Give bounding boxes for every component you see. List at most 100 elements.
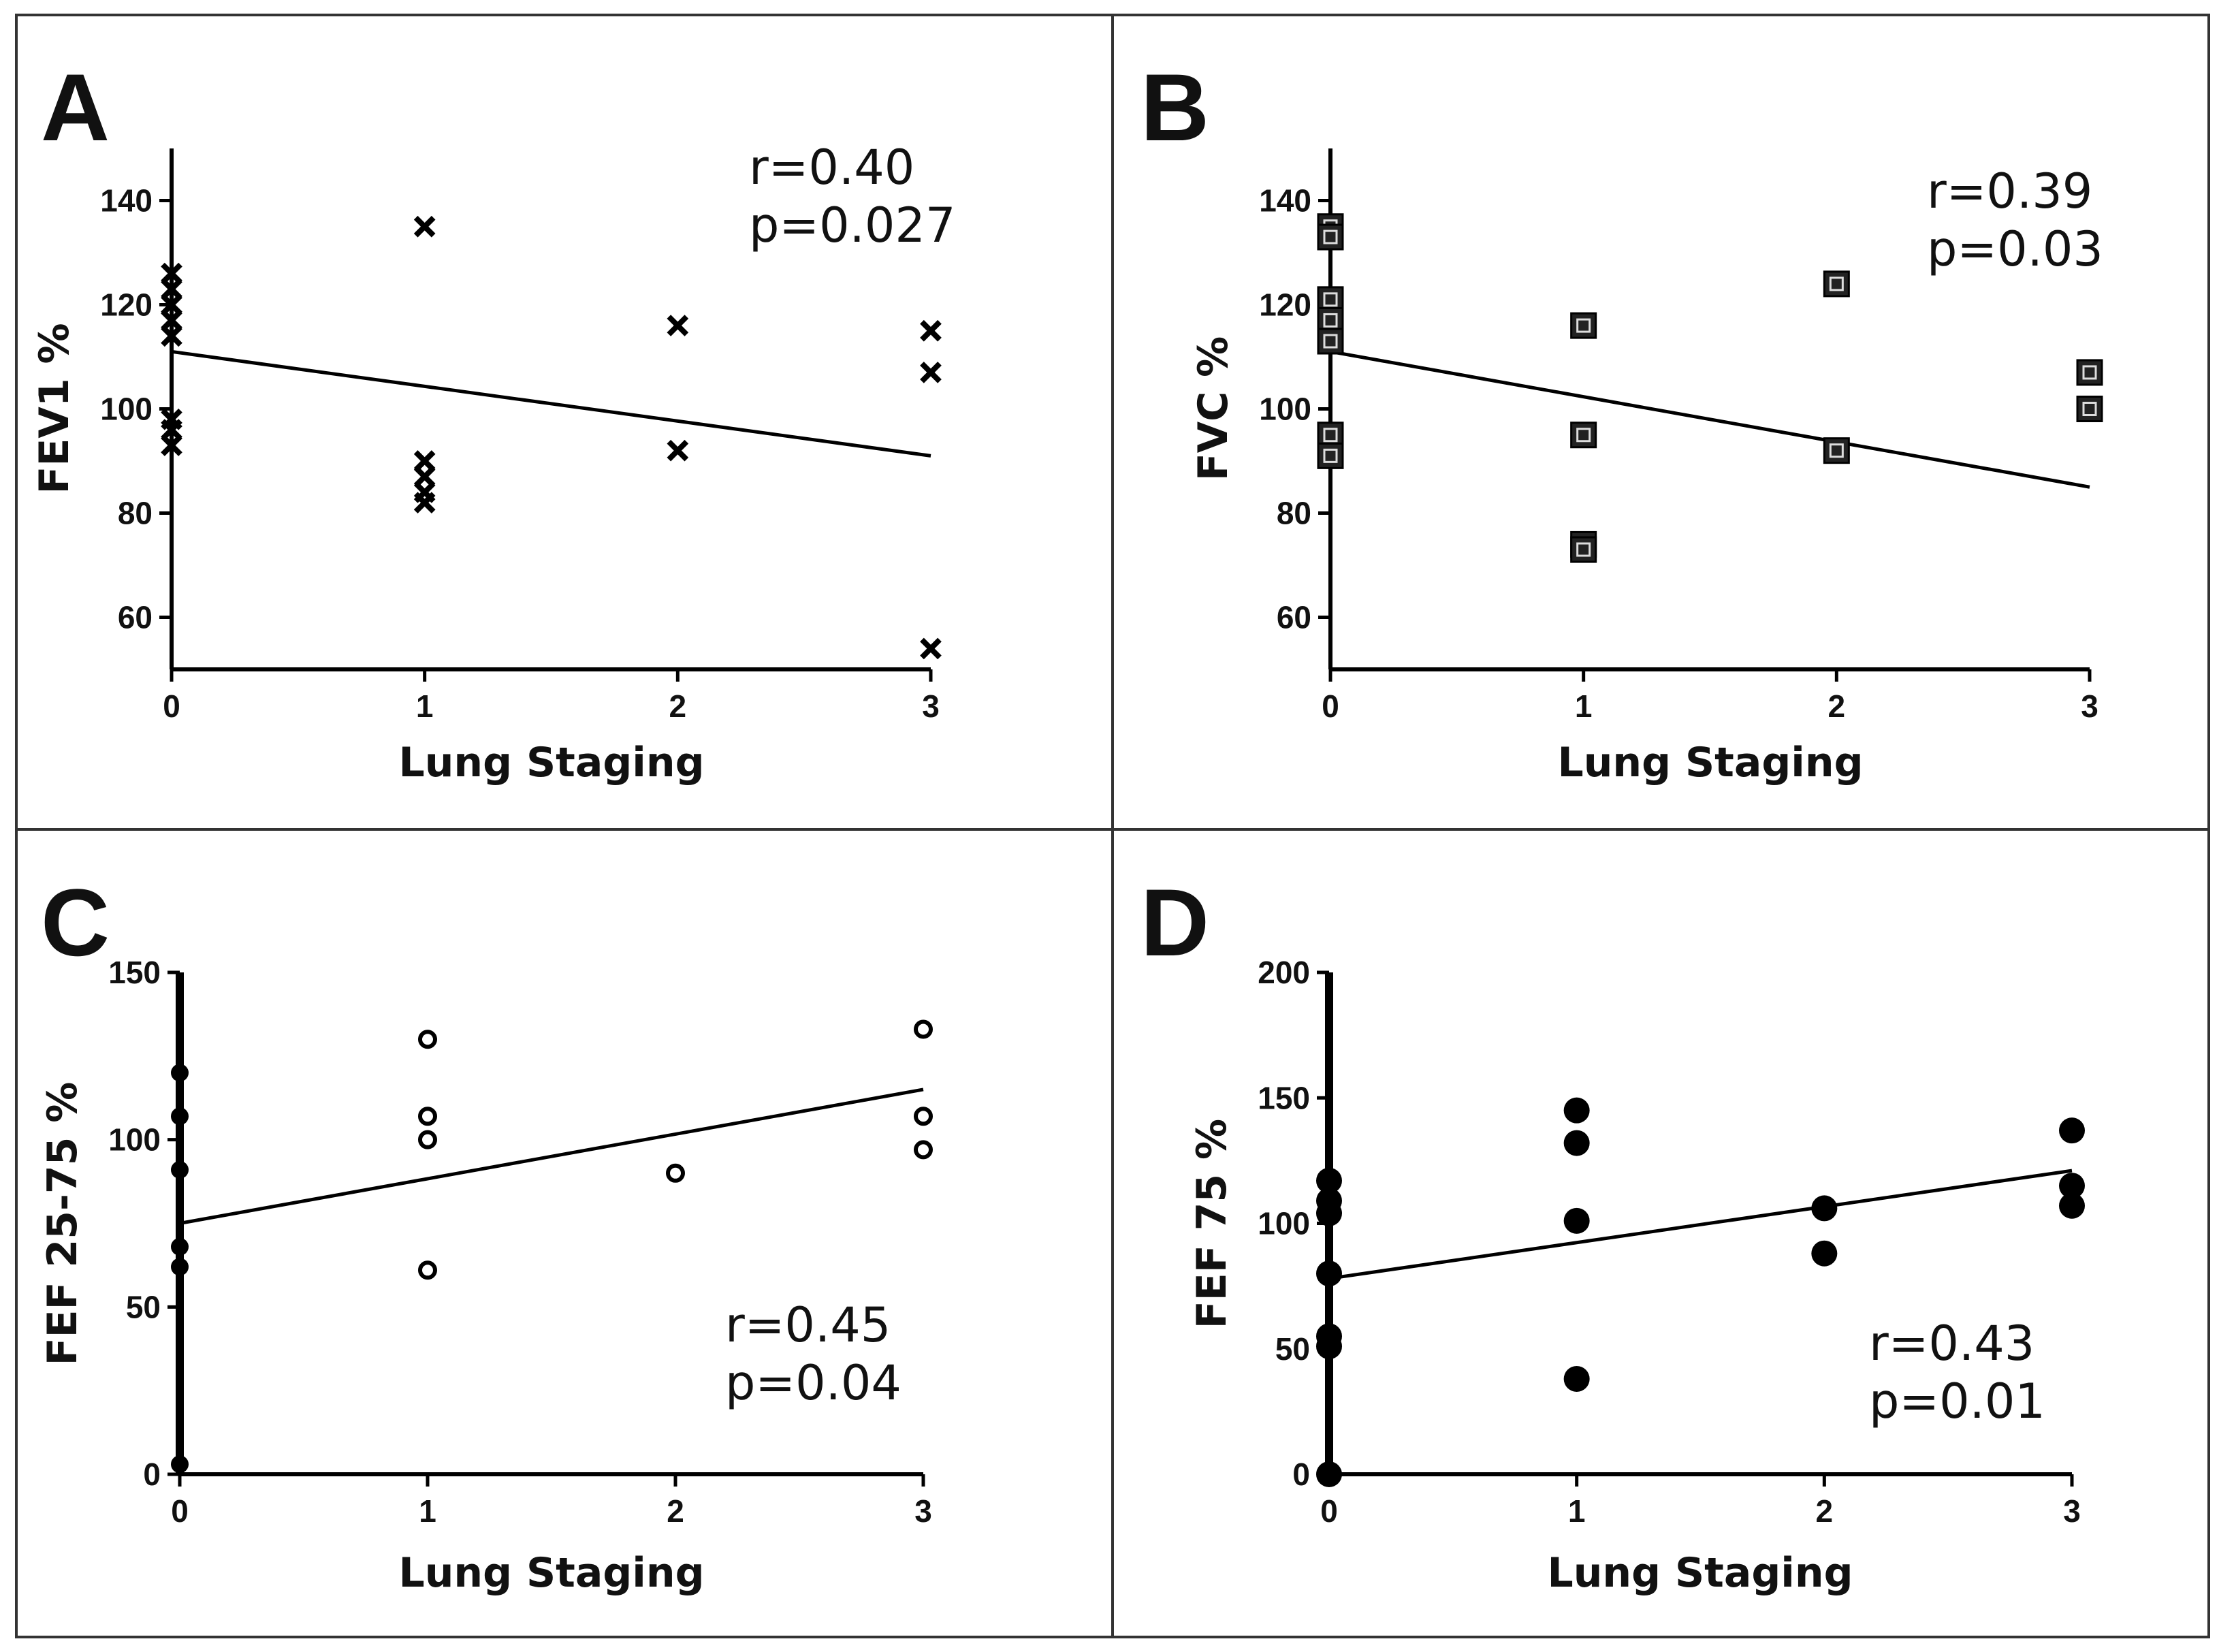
data-point-x-stroke [920, 637, 942, 660]
data-point-square-inner [1323, 292, 1338, 307]
x-tick-label: 0 [163, 688, 180, 724]
data-point-circle [171, 1258, 189, 1276]
data-point-filled-circle [2059, 1117, 2085, 1144]
y-tick-label: 120 [100, 287, 153, 323]
data-point-square-inner [1323, 448, 1338, 463]
data-point-square-inner [1323, 428, 1338, 443]
data-point-filled-circle [1563, 1130, 1590, 1156]
data-point-square-outer [1823, 437, 1850, 464]
y-tick-label: 60 [118, 600, 153, 635]
data-point-square [1570, 312, 1597, 339]
data-point-open-circle [914, 1019, 933, 1039]
x-tick-label: 3 [922, 688, 940, 724]
data-point-square [1317, 328, 1344, 355]
panel-a: A 60 80 100 120 140 0 1 2 3 Lung Staging FEV1 % r=0.… [31, 54, 955, 787]
data-point-x [920, 637, 942, 660]
data-point-circle [171, 1064, 189, 1082]
data-point-square-inner [1323, 229, 1338, 244]
y-tick-label: 100 [1258, 1206, 1310, 1241]
data-point-x-stroke [161, 325, 182, 347]
data-point-square-inner [1829, 443, 1844, 458]
y-tick-label: 120 [1259, 287, 1311, 323]
x-tick-label: 0 [1320, 1493, 1338, 1529]
x-axis-label: Lung Staging [1557, 739, 1863, 787]
y-tick-label: 200 [1258, 955, 1310, 990]
x-tick-label: 1 [416, 688, 434, 724]
data-point-x [161, 434, 182, 456]
r-value: r=0.39 [1927, 163, 2092, 219]
data-point-x-stroke [667, 315, 689, 336]
r-value: r=0.45 [725, 1297, 891, 1353]
p-value: p=0.04 [725, 1355, 901, 1411]
y-tick-label: 80 [118, 496, 153, 531]
y-tick-label: 60 [1277, 600, 1311, 635]
x-tick-label: 1 [1575, 688, 1593, 724]
y-tick-label: 0 [1292, 1457, 1310, 1492]
regression-line [179, 1087, 924, 1225]
data-point-square-outer [1570, 312, 1597, 339]
data-point-filled-circle [1316, 1167, 1342, 1194]
data-point-x [413, 215, 436, 238]
x-axis-label: Lung Staging [398, 1549, 704, 1597]
data-point-square [1317, 442, 1344, 469]
data-point-x-stroke [161, 434, 182, 456]
data-point-filled-circle [1316, 1461, 1342, 1487]
y-tick-label: 150 [1258, 1080, 1310, 1115]
y-tick-label: 100 [108, 1122, 161, 1158]
data-point-x-stroke [413, 492, 436, 514]
x-tick-label: 2 [669, 688, 687, 724]
panel-b: B 60 80 100 120 140 0 1 2 3 Lung Staging FVC % r=0.3… [1140, 54, 2103, 787]
data-point-filled-circle [2059, 1192, 2085, 1219]
data-point-filled-circle [1811, 1195, 1838, 1222]
data-point-circle [171, 1160, 189, 1179]
panel-label: A [41, 54, 110, 161]
panel-label: D [1140, 869, 1209, 976]
p-value: p=0.03 [1927, 221, 2103, 277]
data-point-x-stroke [667, 439, 689, 462]
data-point-circle [171, 1455, 189, 1474]
data-point-filled-circle [1316, 1333, 1342, 1360]
data-point-open-circle [914, 1140, 933, 1160]
data-point-square-outer [1570, 536, 1597, 563]
y-tick-label: 100 [100, 392, 153, 427]
data-point-x-stroke [920, 362, 942, 383]
y-tick-label: 0 [143, 1457, 161, 1492]
data-point-square [1570, 422, 1597, 449]
regression-line [171, 349, 931, 458]
data-point-x [161, 325, 182, 347]
regression-line [1330, 349, 2090, 489]
y-tick-label: 50 [1275, 1331, 1310, 1367]
data-point-square-inner [2082, 402, 2097, 416]
data-point-filled-circle [1563, 1097, 1590, 1124]
regression-line [1328, 1169, 2073, 1281]
x-tick-label: 2 [667, 1493, 684, 1529]
panel-d: D 0 50 100 150 200 0 1 2 3 Lung Staging FEF 75 % r=0… [1140, 869, 2085, 1597]
data-point-square-outer [1823, 270, 1850, 298]
data-point-x-stroke [920, 319, 942, 342]
data-point-square-outer [2076, 396, 2103, 422]
panel-d-frame [1111, 828, 2210, 1638]
y-tick-label: 50 [126, 1289, 161, 1324]
data-point-square-inner [1576, 428, 1591, 443]
data-point-square [1317, 223, 1344, 251]
panel-label: C [41, 869, 110, 976]
x-axis-label: Lung Staging [398, 739, 704, 787]
data-point-open-circle [914, 1107, 933, 1126]
data-point-x [920, 319, 942, 342]
x-tick-label: 2 [1816, 1493, 1834, 1529]
data-point-open-circle [666, 1163, 685, 1183]
data-point-square-outer [1317, 442, 1344, 469]
data-point-open-circle [418, 1107, 437, 1126]
data-point-x [667, 315, 689, 336]
data-point-square [1823, 437, 1850, 464]
r-value: r=0.40 [749, 140, 914, 195]
x-tick-label: 0 [1322, 688, 1339, 724]
data-point-square [2076, 396, 2103, 422]
data-point-filled-circle [1563, 1365, 1590, 1392]
data-point-filled-circle [1563, 1207, 1590, 1234]
data-point-square [1823, 270, 1850, 298]
panel-label: B [1140, 54, 1209, 161]
data-point-x [413, 492, 436, 514]
y-tick-label: 150 [108, 955, 161, 990]
data-point-square-inner [1576, 542, 1591, 557]
